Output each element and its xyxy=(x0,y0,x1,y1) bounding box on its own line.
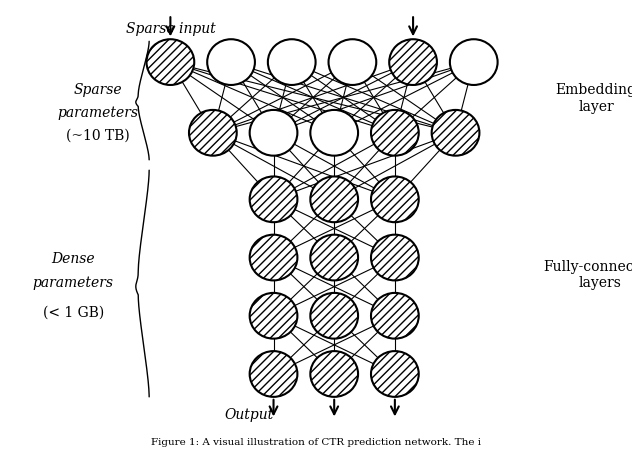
Ellipse shape xyxy=(371,235,419,281)
Text: Sparse: Sparse xyxy=(73,83,122,97)
Ellipse shape xyxy=(250,177,298,223)
Ellipse shape xyxy=(371,177,419,223)
Text: Output: Output xyxy=(224,407,274,421)
Ellipse shape xyxy=(250,293,298,339)
Ellipse shape xyxy=(250,351,298,397)
Text: parameters: parameters xyxy=(57,106,138,120)
Text: parameters: parameters xyxy=(33,276,114,290)
Ellipse shape xyxy=(450,40,497,86)
Ellipse shape xyxy=(250,235,298,281)
Ellipse shape xyxy=(310,351,358,397)
Ellipse shape xyxy=(329,40,376,86)
Ellipse shape xyxy=(310,235,358,281)
Ellipse shape xyxy=(147,40,194,86)
Text: Fully-connected
layers: Fully-connected layers xyxy=(544,259,632,290)
Ellipse shape xyxy=(371,110,419,156)
Ellipse shape xyxy=(207,40,255,86)
Ellipse shape xyxy=(310,177,358,223)
Text: Dense: Dense xyxy=(51,251,95,265)
Ellipse shape xyxy=(389,40,437,86)
Ellipse shape xyxy=(310,293,358,339)
Ellipse shape xyxy=(432,110,480,156)
Ellipse shape xyxy=(371,351,419,397)
Ellipse shape xyxy=(268,40,315,86)
Ellipse shape xyxy=(250,110,298,156)
Text: Sparse input: Sparse input xyxy=(126,22,216,36)
Text: Embedding
layer: Embedding layer xyxy=(556,83,632,113)
Text: (< 1 GB): (< 1 GB) xyxy=(43,305,104,319)
Ellipse shape xyxy=(189,110,237,156)
Ellipse shape xyxy=(371,293,419,339)
Ellipse shape xyxy=(310,110,358,156)
Text: Figure 1: A visual illustration of CTR prediction network. The i: Figure 1: A visual illustration of CTR p… xyxy=(151,437,481,446)
Text: (~10 TB): (~10 TB) xyxy=(66,129,130,143)
